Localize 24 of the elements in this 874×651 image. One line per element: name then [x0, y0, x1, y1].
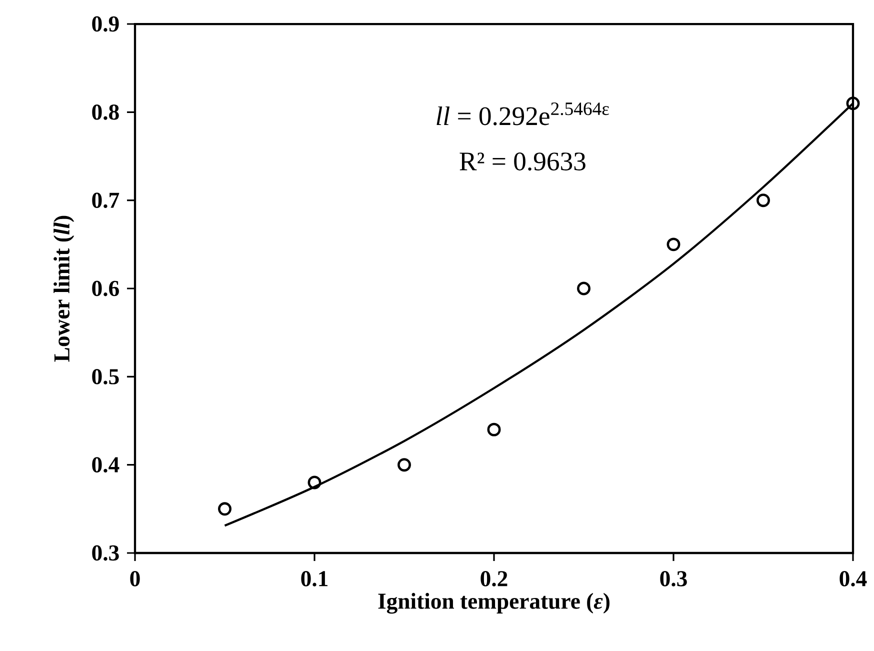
- x-axis-title: Ignition temperature (ε): [378, 592, 610, 614]
- x-tick-label: 0.3: [660, 571, 687, 586]
- y-tick-label: 0.3: [92, 545, 119, 561]
- point: [666, 238, 680, 252]
- y-axis-title: Lower limit (ll): [54, 216, 74, 362]
- y-tick-label: 0.6: [92, 280, 119, 296]
- point: [487, 422, 501, 436]
- y-tick-label: 0.4: [92, 457, 120, 473]
- y-tick-label: 0.9: [92, 16, 119, 32]
- x-tick-label: 0: [130, 571, 140, 586]
- point: [308, 476, 322, 490]
- y-tick-label: 0.5: [92, 368, 119, 384]
- point: [577, 282, 590, 296]
- annotation: R² = 0.9633: [460, 152, 586, 171]
- point: [846, 96, 860, 110]
- point: [218, 502, 232, 516]
- x-tick-label: 0.2: [480, 571, 508, 586]
- annotation: ll = 0.292e$^{2.5464ε}$: [436, 102, 609, 126]
- point: [756, 194, 770, 208]
- y-tick-label: 0.8: [92, 104, 119, 120]
- y-tick-label: 0.7: [92, 192, 120, 208]
- x-tick-label: 0.4: [840, 571, 867, 586]
- point: [398, 458, 411, 472]
- x-tick-label: 0.1: [301, 571, 328, 586]
